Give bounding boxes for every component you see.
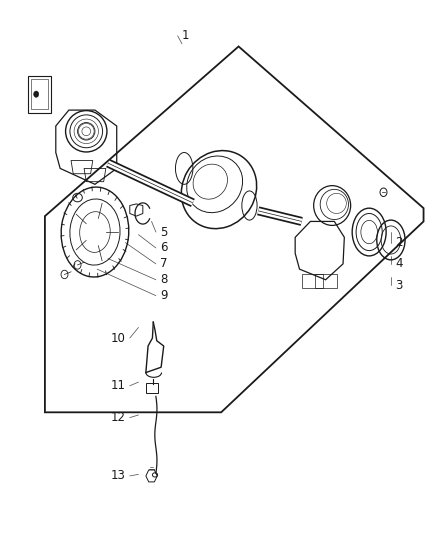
Text: 4: 4 xyxy=(395,257,403,270)
Text: 1: 1 xyxy=(182,29,190,42)
Text: 5: 5 xyxy=(160,225,168,239)
Text: 9: 9 xyxy=(160,289,168,302)
Text: 11: 11 xyxy=(110,379,125,392)
Circle shape xyxy=(34,91,39,98)
Text: 3: 3 xyxy=(395,279,403,292)
Text: 7: 7 xyxy=(160,257,168,270)
Text: 10: 10 xyxy=(110,332,125,344)
Text: 13: 13 xyxy=(110,470,125,482)
Text: 8: 8 xyxy=(160,273,168,286)
Text: 2: 2 xyxy=(395,236,403,249)
Circle shape xyxy=(380,188,387,197)
Text: 6: 6 xyxy=(160,241,168,254)
Text: 12: 12 xyxy=(110,411,125,424)
